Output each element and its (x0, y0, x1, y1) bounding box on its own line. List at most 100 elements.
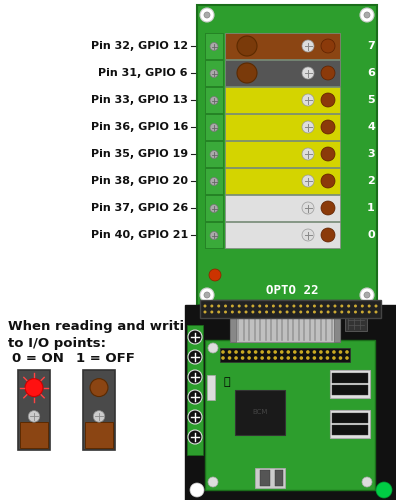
Bar (205, 114, 223, 140)
Circle shape (302, 94, 314, 106)
Circle shape (204, 310, 206, 314)
Circle shape (210, 42, 218, 50)
Circle shape (302, 202, 314, 214)
Circle shape (315, 304, 318, 306)
Circle shape (367, 310, 371, 314)
Circle shape (333, 310, 337, 314)
Circle shape (276, 310, 279, 312)
Text: 6: 6 (367, 68, 375, 78)
Bar (225, 33, 340, 59)
Circle shape (321, 147, 335, 161)
Text: 0 = ON: 0 = ON (12, 352, 64, 364)
Circle shape (327, 310, 329, 314)
Circle shape (258, 310, 261, 314)
Bar (255, 468, 285, 488)
Bar (225, 168, 340, 194)
Circle shape (234, 356, 238, 360)
Circle shape (188, 330, 202, 344)
Circle shape (260, 350, 264, 354)
Circle shape (254, 356, 257, 360)
Circle shape (228, 356, 231, 360)
Circle shape (231, 304, 234, 308)
Circle shape (286, 356, 290, 360)
Circle shape (188, 390, 202, 404)
Text: Pin 33, GPIO 13: Pin 33, GPIO 13 (91, 95, 188, 105)
Circle shape (364, 12, 370, 18)
Circle shape (306, 304, 309, 308)
Circle shape (326, 350, 329, 354)
Circle shape (375, 304, 377, 308)
Bar (332, 373, 368, 383)
Bar (205, 195, 223, 221)
Text: When reading and writing
to I/O points:: When reading and writing to I/O points: (8, 320, 203, 350)
Circle shape (292, 310, 295, 314)
Bar (185, 305, 396, 500)
Circle shape (280, 350, 284, 354)
Circle shape (28, 410, 40, 422)
Circle shape (267, 350, 270, 354)
Bar (205, 141, 223, 167)
Text: OPTO 22: OPTO 22 (266, 284, 318, 296)
Circle shape (188, 350, 202, 364)
Bar (235, 390, 285, 435)
Bar (332, 425, 368, 435)
Bar (205, 168, 223, 194)
Circle shape (341, 310, 344, 312)
Circle shape (217, 310, 220, 314)
Circle shape (210, 232, 218, 239)
Bar (225, 141, 340, 167)
Circle shape (289, 304, 292, 306)
Text: Pin 35, GPIO 19: Pin 35, GPIO 19 (91, 149, 188, 159)
Text: Pin 37, GPIO 26: Pin 37, GPIO 26 (91, 203, 188, 213)
Circle shape (340, 310, 343, 314)
Circle shape (265, 304, 268, 308)
Circle shape (210, 178, 218, 186)
Circle shape (321, 66, 335, 80)
Circle shape (321, 120, 335, 134)
Circle shape (321, 174, 335, 188)
Circle shape (313, 304, 316, 308)
Circle shape (210, 150, 218, 158)
Circle shape (299, 356, 303, 360)
Bar (18, 370, 50, 450)
Circle shape (224, 304, 227, 306)
Circle shape (326, 356, 329, 360)
Circle shape (299, 350, 303, 354)
Text: 5: 5 (367, 95, 375, 105)
Circle shape (362, 477, 372, 487)
Text: Pin 32, GPIO 12: Pin 32, GPIO 12 (91, 41, 188, 51)
Text: Pin 40, GPIO 21: Pin 40, GPIO 21 (91, 230, 188, 240)
Circle shape (295, 304, 298, 306)
Circle shape (334, 304, 337, 306)
Circle shape (339, 350, 342, 354)
Circle shape (327, 310, 331, 312)
Circle shape (217, 304, 220, 308)
Circle shape (224, 310, 227, 312)
Circle shape (321, 93, 335, 107)
Circle shape (188, 370, 202, 384)
Circle shape (210, 96, 218, 104)
Text: 4: 4 (367, 122, 375, 132)
Circle shape (308, 304, 311, 306)
Circle shape (312, 350, 316, 354)
Circle shape (302, 310, 305, 312)
Circle shape (302, 121, 314, 133)
Circle shape (237, 304, 240, 306)
Bar (330, 370, 370, 398)
Bar (260, 470, 270, 486)
Circle shape (327, 304, 329, 308)
Bar (230, 310, 236, 342)
Circle shape (248, 356, 251, 360)
Bar (197, 5, 377, 305)
Circle shape (282, 304, 285, 306)
Circle shape (332, 356, 336, 360)
Circle shape (345, 356, 349, 360)
Bar (230, 310, 340, 342)
Circle shape (299, 310, 302, 314)
Circle shape (238, 310, 241, 314)
Bar (275, 470, 283, 486)
Circle shape (188, 430, 202, 444)
Circle shape (347, 310, 350, 314)
Circle shape (208, 477, 218, 487)
Circle shape (286, 310, 289, 314)
